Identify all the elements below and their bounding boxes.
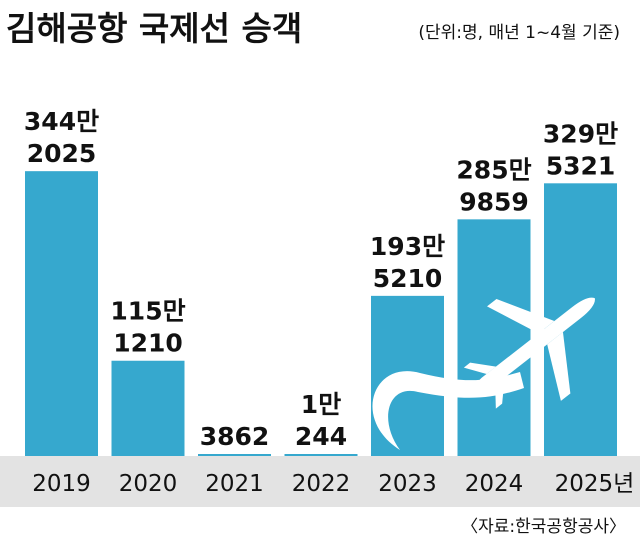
x-tick-2: 2021: [205, 471, 264, 497]
data-label-4-0: 193만: [370, 232, 445, 261]
bar-5: [457, 219, 531, 456]
data-label-group: 344만 2025 115만 1210 3862 1만 244 193만 5210 285만 985…: [24, 107, 618, 451]
x-axis-band: [0, 456, 640, 507]
data-label-1-0: 115만: [110, 297, 185, 326]
chart-subtitle: (단위:명, 매년 1~4월 기준): [418, 23, 620, 43]
data-label-2-1: 3862: [200, 422, 270, 451]
x-tick-3: 2022: [292, 471, 351, 497]
data-label-4-1: 5210: [373, 264, 443, 293]
data-label-0-0: 344만: [24, 107, 99, 136]
data-label-3-0: 1만: [301, 390, 341, 419]
data-label-5-0: 285만: [456, 155, 531, 184]
bar-1: [111, 360, 185, 456]
bar-0: [25, 171, 98, 456]
bar-2: [198, 454, 271, 456]
data-label-6-0: 329만: [543, 119, 618, 148]
bar-3: [284, 454, 358, 456]
chart-source: 〈자료:한국공항공사〉: [461, 517, 626, 537]
x-tick-5: 2024: [465, 471, 524, 497]
x-tick-0: 2019: [32, 471, 91, 497]
x-tick-1: 2020: [119, 471, 178, 497]
data-label-0-1: 2025: [27, 139, 97, 168]
chart-title: 김해공항 국제선 승객: [6, 9, 302, 48]
x-tick-6: 2025년: [555, 471, 635, 497]
data-label-5-1: 9859: [459, 187, 529, 216]
data-label-3-1: 244: [295, 422, 347, 451]
x-tick-4: 2023: [378, 471, 437, 497]
data-label-1-1: 1210: [113, 329, 183, 358]
airplane-icon: [372, 297, 595, 450]
data-label-6-1: 5321: [546, 151, 616, 180]
x-tick-group: 2019 2020 2021 2022 2023 2024 2025년: [32, 471, 634, 497]
bar-6: [544, 183, 617, 456]
